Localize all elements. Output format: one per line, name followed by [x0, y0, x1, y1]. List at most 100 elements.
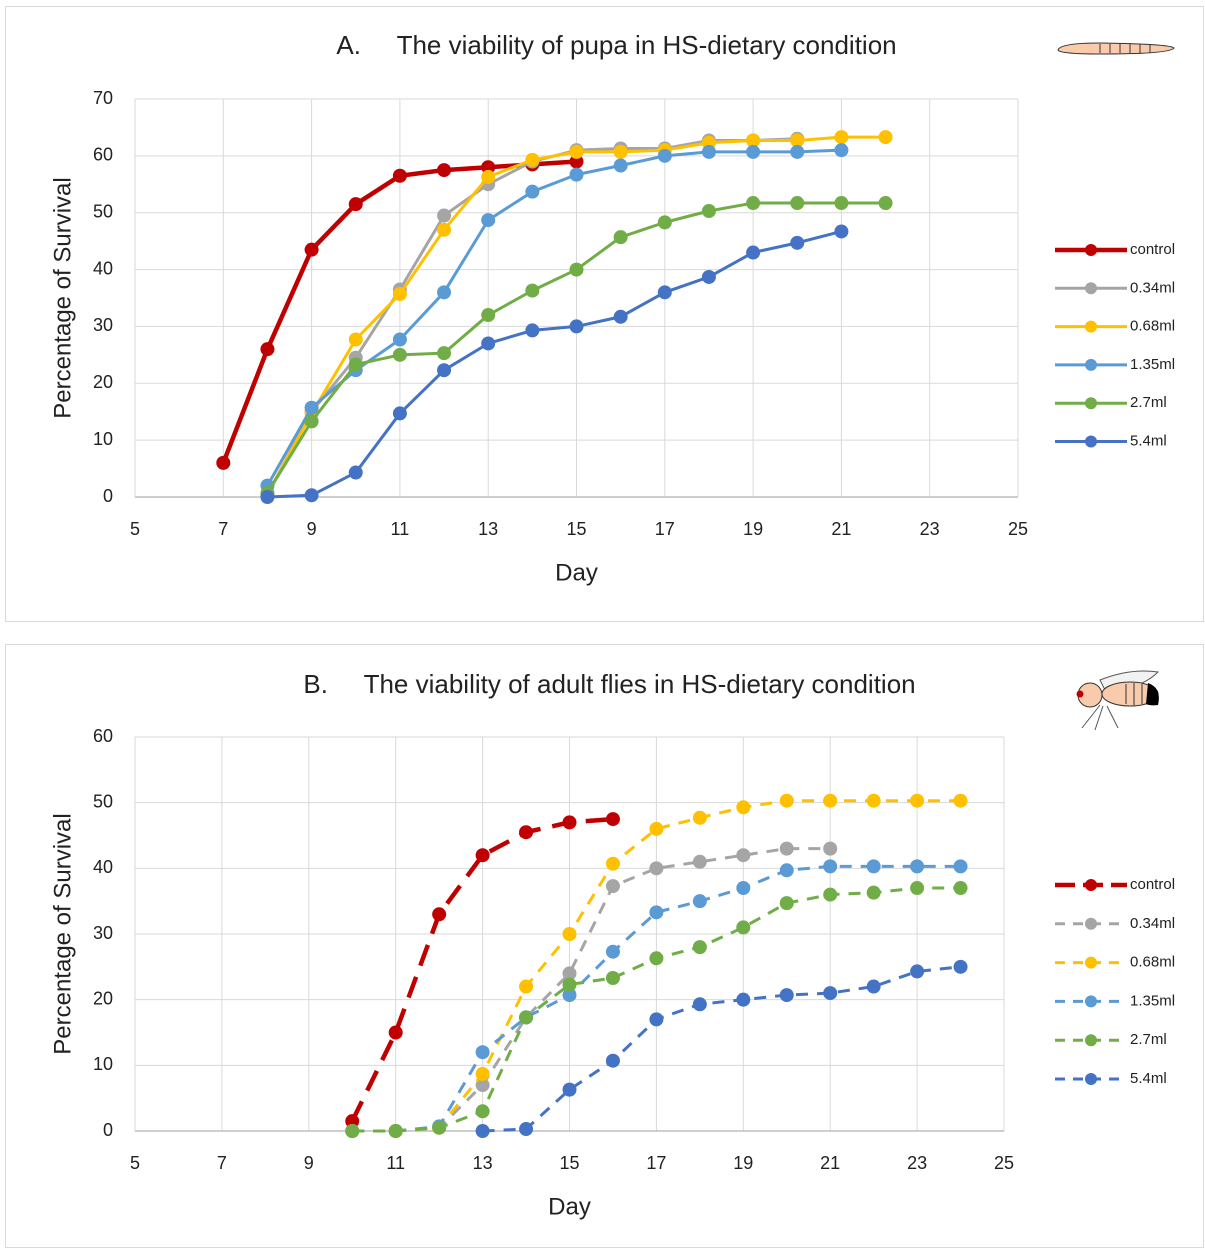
data-point: [866, 859, 881, 874]
panel-frame: [5, 6, 1204, 622]
data-point: [692, 997, 707, 1012]
y-tick-label: 30: [93, 923, 113, 943]
data-point: [823, 859, 838, 874]
data-point: [746, 144, 761, 159]
data-point: [605, 1053, 620, 1068]
legend-label: 2.7ml: [1130, 1031, 1167, 1048]
data-point: [605, 970, 620, 985]
data-point: [392, 332, 407, 347]
data-point: [562, 988, 577, 1003]
data-point: [866, 793, 881, 808]
legend-label: 5.4ml: [1130, 1070, 1167, 1087]
legend-marker: [1085, 879, 1097, 891]
data-point: [910, 793, 925, 808]
legend-label: 2.7ml: [1130, 394, 1167, 411]
legend-label: 5.4ml: [1130, 432, 1167, 449]
data-point: [605, 944, 620, 959]
data-point: [260, 490, 275, 504]
x-tick-label: 21: [831, 519, 851, 539]
legend-marker: [1085, 397, 1097, 410]
data-point: [779, 841, 794, 856]
chart-title: A. The viability of pupa in HS-dietary c…: [336, 30, 896, 60]
data-point: [649, 951, 664, 966]
x-tick-label: 9: [304, 1153, 314, 1173]
legend-marker: [1085, 320, 1097, 333]
x-tick-label: 19: [733, 1153, 753, 1173]
data-point: [562, 815, 577, 830]
legend-label: 1.35ml: [1130, 356, 1175, 373]
series-line: [482, 965, 961, 1133]
data-point: [525, 184, 540, 199]
y-tick-label: 0: [103, 486, 113, 506]
x-tick-label: 17: [646, 1153, 666, 1173]
y-tick-label: 60: [93, 145, 113, 165]
data-point: [605, 879, 620, 894]
x-axis-label: Day: [555, 559, 598, 586]
chart-title: B. The viability of adult flies in HS-di…: [303, 669, 915, 699]
data-point: [562, 1082, 577, 1097]
data-point: [834, 224, 849, 239]
data-point: [392, 406, 407, 421]
data-point: [562, 977, 577, 992]
y-tick-label: 70: [93, 88, 113, 108]
x-tick-label: 15: [566, 519, 586, 539]
data-point: [953, 881, 968, 896]
legend-label: 0.68ml: [1130, 954, 1175, 971]
data-point: [953, 793, 968, 808]
x-tick-label: 25: [1008, 519, 1028, 539]
data-point: [878, 130, 893, 145]
x-tick-label: 11: [391, 519, 410, 539]
legend-marker: [1085, 358, 1097, 371]
legend-marker: [1085, 435, 1097, 448]
y-tick-label: 50: [93, 791, 113, 811]
data-point: [605, 856, 620, 871]
x-axis-label: Day: [548, 1193, 591, 1220]
data-point: [481, 160, 496, 175]
legend-marker: [1085, 956, 1097, 969]
data-point: [649, 861, 664, 876]
data-point: [519, 825, 534, 840]
legend-label: control: [1130, 241, 1175, 258]
data-point: [481, 308, 496, 323]
y-axis-label: Percentage of Survival: [49, 177, 76, 418]
y-tick-label: 20: [93, 372, 113, 392]
data-point: [790, 144, 805, 159]
data-point: [953, 959, 968, 974]
data-point: [525, 283, 540, 298]
y-tick-label: 10: [93, 1054, 113, 1074]
data-point: [519, 1010, 534, 1025]
data-point: [525, 152, 540, 167]
legend-label: control: [1130, 876, 1175, 893]
data-point: [475, 1045, 490, 1060]
x-tick-label: 5: [130, 519, 140, 539]
data-point: [866, 979, 881, 994]
data-point: [348, 357, 363, 372]
data-point: [437, 163, 452, 178]
data-point: [348, 197, 363, 212]
data-point: [562, 966, 577, 981]
series-line: [267, 230, 842, 499]
x-tick-label: 19: [743, 519, 763, 539]
data-point: [834, 143, 849, 158]
data-point: [736, 800, 751, 815]
data-point: [437, 222, 452, 237]
data-point: [216, 455, 231, 470]
data-point: [736, 920, 751, 935]
series-line: [352, 864, 961, 1133]
data-point: [569, 144, 584, 159]
data-point: [649, 821, 664, 836]
data-point: [260, 342, 275, 357]
y-tick-label: 30: [93, 315, 113, 335]
data-point: [910, 881, 925, 896]
data-point: [701, 269, 716, 284]
data-point: [392, 347, 407, 362]
data-point: [304, 242, 319, 257]
x-tick-label: 23: [907, 1153, 927, 1173]
data-point: [525, 323, 540, 338]
data-point: [605, 812, 620, 827]
data-point: [562, 927, 577, 941]
data-point: [823, 841, 838, 856]
legend-label: 0.68ml: [1130, 318, 1175, 335]
data-point: [736, 848, 751, 863]
data-point: [388, 1124, 403, 1138]
